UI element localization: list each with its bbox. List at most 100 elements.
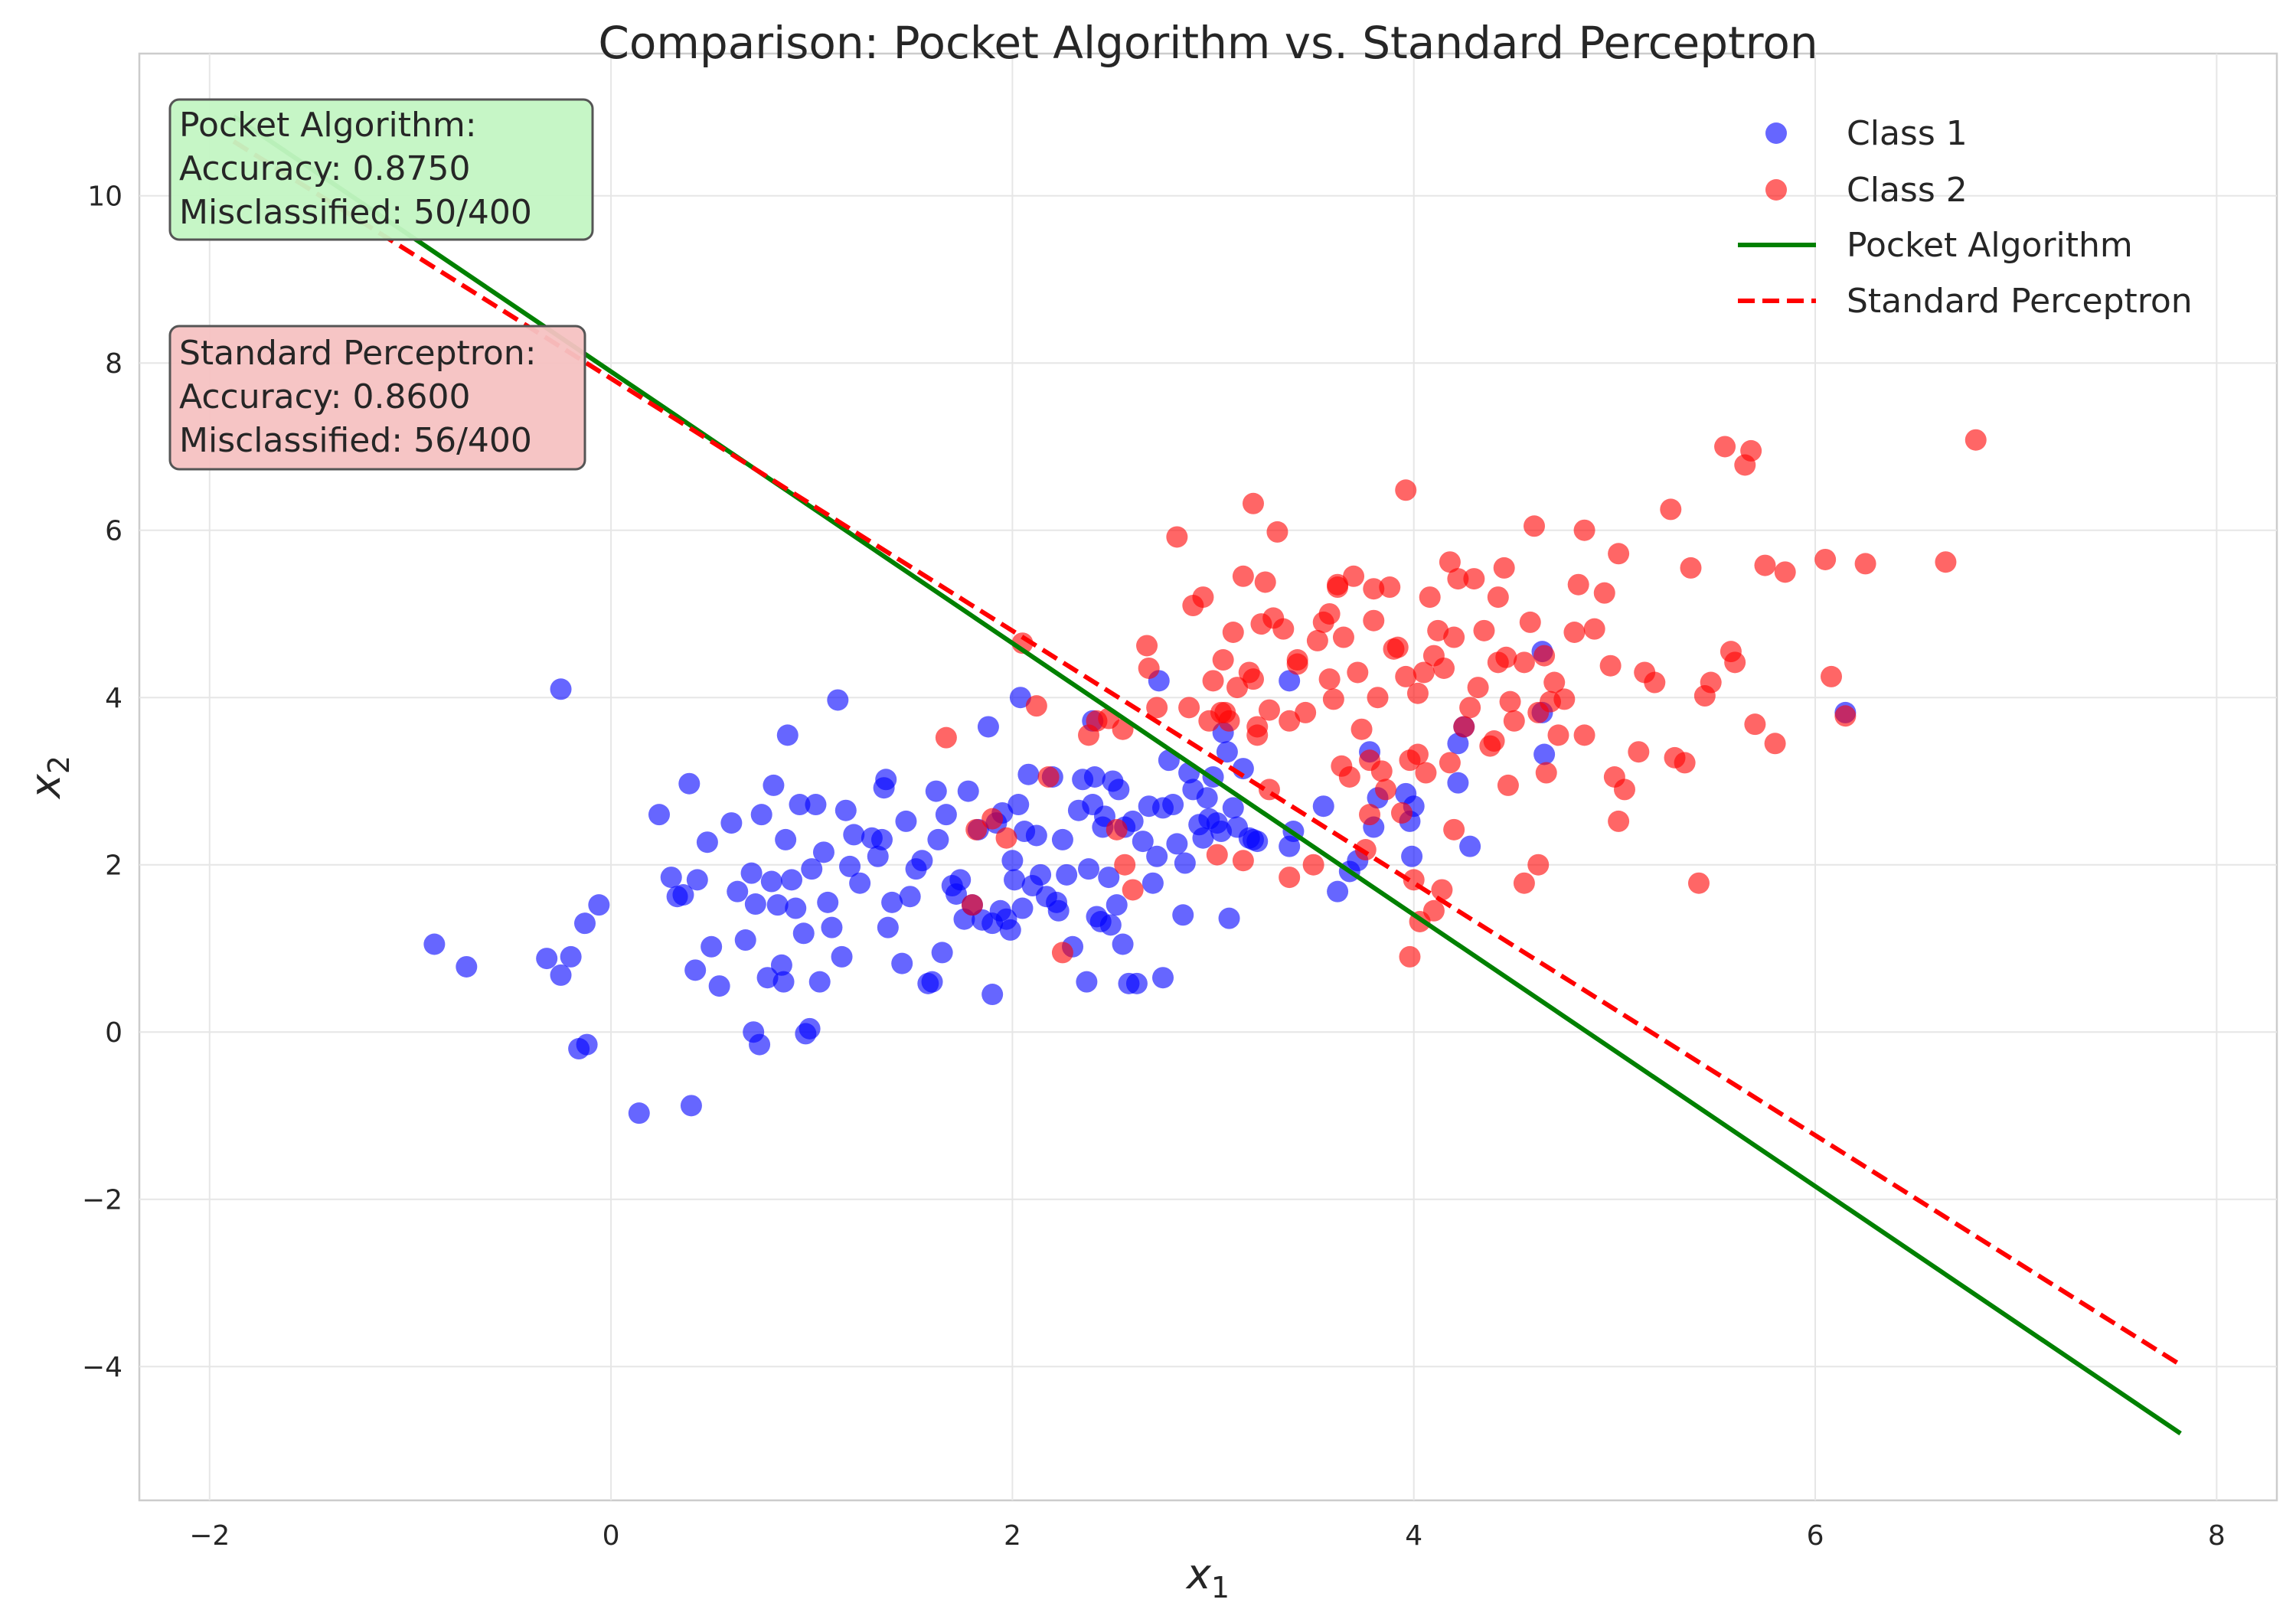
class-1-point <box>1051 828 1073 850</box>
x-axis-label: x1 <box>1185 1550 1230 1604</box>
class-2-point <box>1106 818 1128 841</box>
class-2-point <box>1375 778 1397 801</box>
class-2-point <box>1764 733 1786 755</box>
class-2-point <box>1306 629 1328 651</box>
class-2-point <box>1467 677 1489 699</box>
x-tick-label: 0 <box>603 1520 620 1552</box>
class-2-point <box>1593 582 1615 604</box>
class-1-point <box>727 880 749 903</box>
class-1-point <box>1196 787 1218 809</box>
class-2-point <box>1347 661 1369 684</box>
class-2-point <box>1935 551 1957 573</box>
class-1-point <box>456 955 478 978</box>
series-class-2 <box>935 429 1987 968</box>
class-1-point <box>839 855 861 877</box>
class-2-point <box>1821 665 1843 687</box>
class-1-point <box>817 891 839 913</box>
class-1-point <box>766 894 789 916</box>
class-2-point <box>1567 573 1589 596</box>
class-2-point <box>1608 810 1630 832</box>
class-1-point <box>1246 831 1269 853</box>
class-1-point <box>957 780 979 802</box>
class-2-point <box>1447 568 1469 590</box>
class-1-point <box>576 1033 598 1056</box>
class-2-point <box>1395 665 1417 687</box>
class-1-point <box>870 828 893 850</box>
class-2-point <box>1232 565 1254 587</box>
class-2-point <box>1318 668 1341 690</box>
class-1-point <box>801 858 823 880</box>
legend-class-2-label: Class 2 <box>1847 171 1968 210</box>
class-1-point <box>921 971 943 993</box>
class-1-point <box>740 862 763 884</box>
class-2-point <box>1051 942 1073 964</box>
class-2-point <box>1487 586 1509 609</box>
class-1-point <box>1001 850 1024 872</box>
class-1-point <box>1447 772 1469 794</box>
class-1-point <box>708 975 730 997</box>
class-2-point <box>1543 671 1566 694</box>
class-2-point <box>1386 636 1409 658</box>
class-2-point <box>1431 879 1453 901</box>
y-tick-label: −2 <box>82 1185 122 1216</box>
perceptron-annotation-box: Standard Perceptron: Accuracy: 0.8600 Mi… <box>168 325 586 471</box>
class-2-point <box>1459 697 1481 719</box>
class-2-point <box>1533 645 1556 667</box>
class-1-point <box>781 869 803 891</box>
class-2-point <box>1674 752 1696 774</box>
class-1-point <box>684 959 707 981</box>
class-2-point <box>1495 646 1517 668</box>
class-2-point <box>1573 519 1595 541</box>
class-2-point <box>995 827 1017 849</box>
class-2-point <box>1547 724 1569 746</box>
class-2-point <box>1497 774 1519 796</box>
class-1-point <box>834 799 857 821</box>
class-2-point <box>1178 697 1200 719</box>
class-2-point <box>1242 668 1264 690</box>
class-1-point <box>1017 763 1040 785</box>
class-2-point <box>1413 661 1435 684</box>
class-2-point <box>1138 657 1160 679</box>
class-1-point <box>881 891 903 913</box>
class-2-point <box>1687 872 1710 894</box>
class-2-point <box>1338 766 1360 788</box>
class-1-point <box>981 984 1004 1006</box>
class-1-point <box>772 971 795 993</box>
class-2-point <box>1439 752 1461 774</box>
class-1-point <box>680 1095 702 1117</box>
class-1-point <box>1279 670 1301 692</box>
y-tick-label: 0 <box>105 1017 122 1049</box>
y-tick-label: −4 <box>82 1352 122 1383</box>
class-2-point <box>1206 844 1228 866</box>
class-2-point <box>1406 682 1429 704</box>
class-2-point <box>1415 762 1437 784</box>
perceptron-annotation-line-1: Standard Perceptron: <box>179 334 537 373</box>
class-1-point <box>1216 741 1238 763</box>
chart-title: Comparison: Pocket Algorithm vs. Standar… <box>598 17 1818 69</box>
x-tick-label: 2 <box>1004 1520 1021 1552</box>
class-2-point <box>1700 671 1722 694</box>
class-2-point <box>1302 854 1324 876</box>
class-2-point <box>1433 657 1455 679</box>
class-2-point <box>1367 687 1389 709</box>
class-2-point <box>1279 867 1301 889</box>
class-2-point <box>1318 602 1341 625</box>
class-2-point <box>1279 710 1301 732</box>
data-points <box>423 429 1987 1124</box>
class-1-point <box>775 828 797 850</box>
class-2-point <box>1136 635 1158 657</box>
class-2-point <box>1114 854 1136 876</box>
class-1-point <box>927 828 949 850</box>
class-1-point <box>1218 907 1240 929</box>
y-axis-label-subscript: 2 <box>42 756 76 774</box>
class-2-point <box>1493 557 1515 579</box>
y-tick-label: 2 <box>105 850 122 882</box>
class-2-point <box>1422 899 1445 922</box>
class-2-point <box>1295 701 1317 723</box>
x-tick-label: 6 <box>1807 1520 1824 1552</box>
class-1-point <box>1459 835 1481 857</box>
class-2-point <box>1439 551 1461 573</box>
class-2-point <box>1122 879 1144 901</box>
class-2-point <box>1370 760 1393 782</box>
class-2-point <box>1037 766 1060 788</box>
